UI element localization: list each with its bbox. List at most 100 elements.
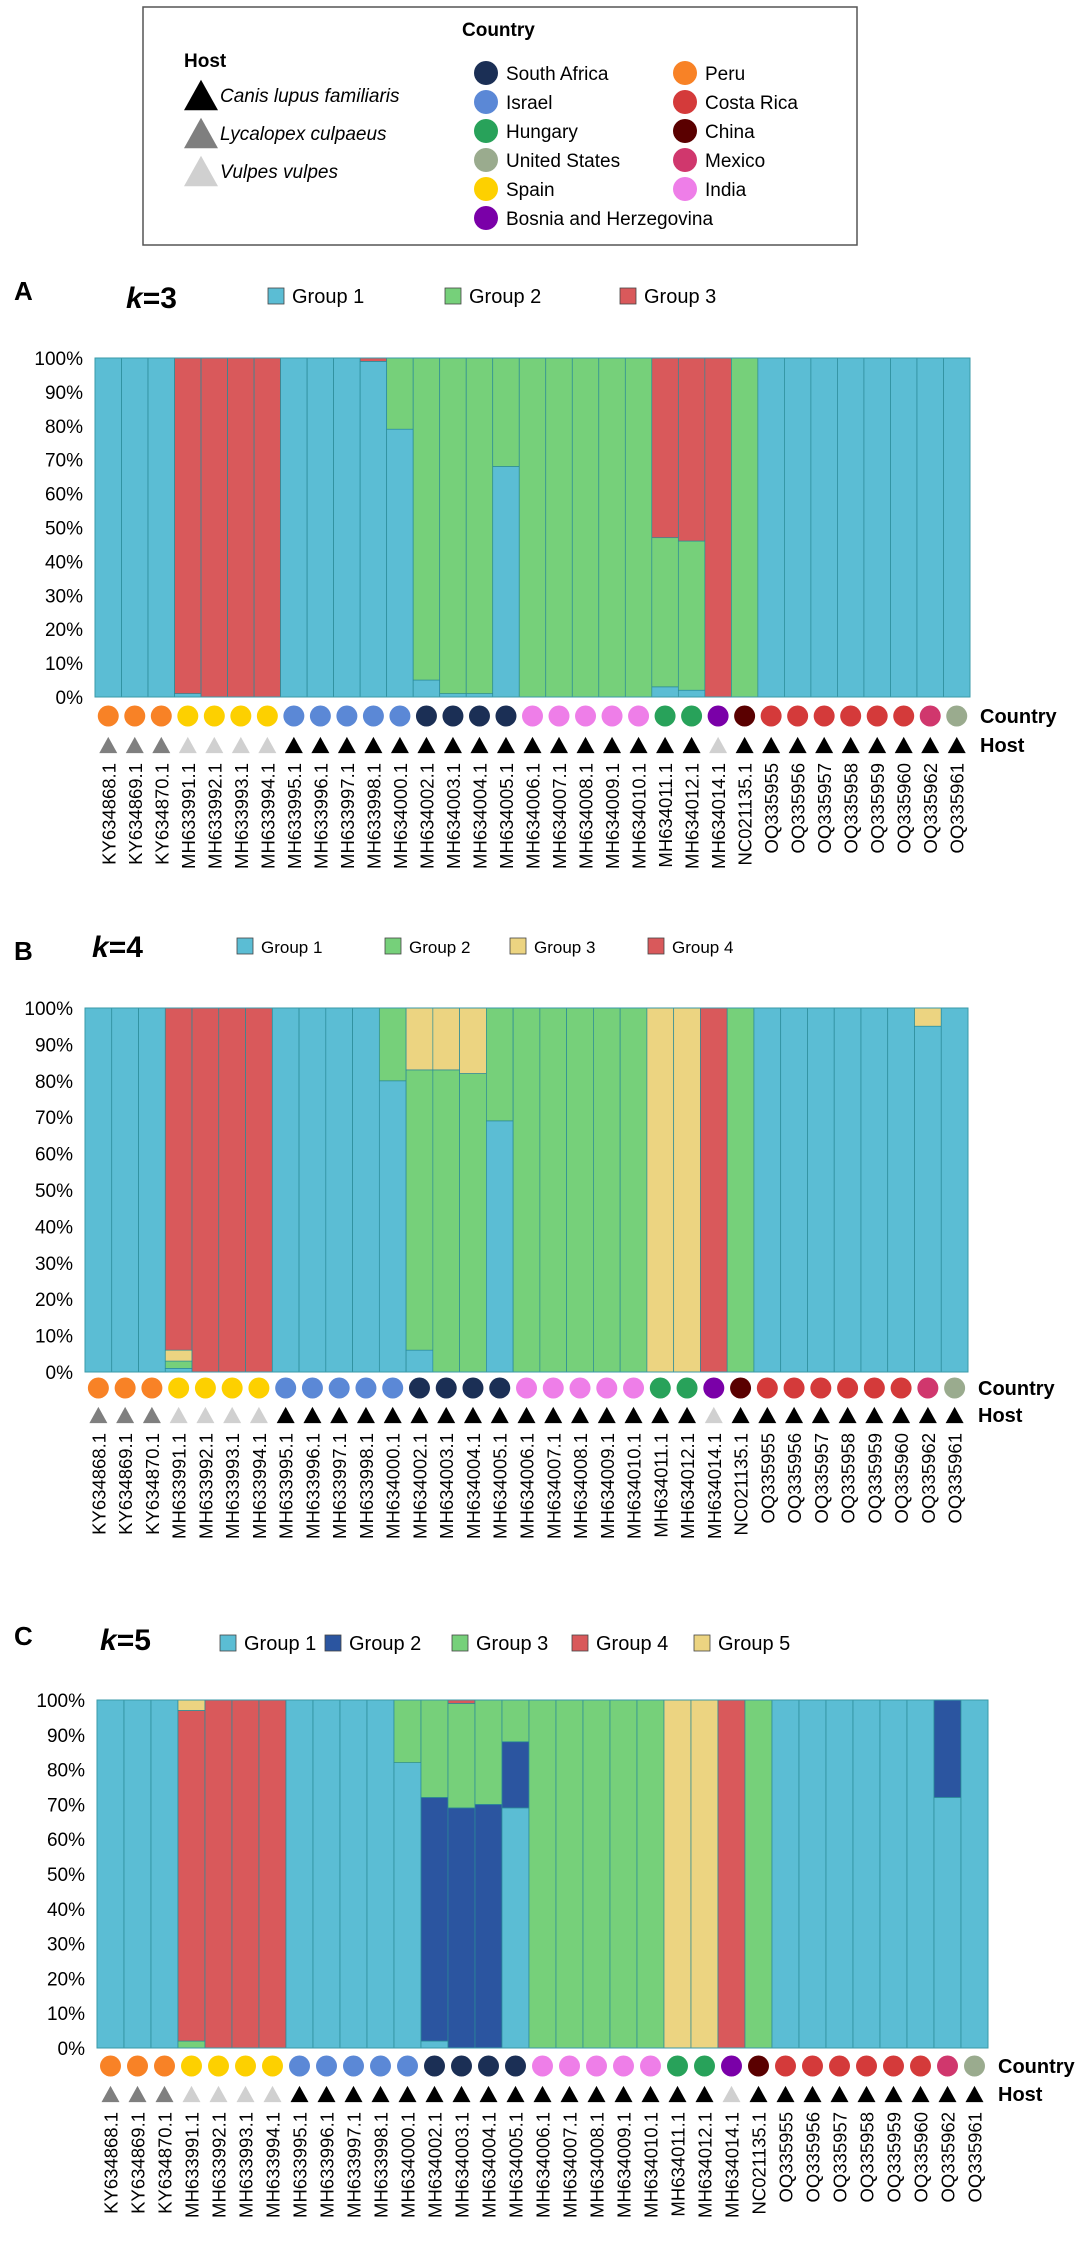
bar-segment [852, 1699, 881, 2049]
country-dot-icon [569, 1377, 591, 1399]
sample-label: MH634011.1 [650, 1433, 671, 1538]
host-triangle-icon [911, 2085, 930, 2103]
y-tick-label: 80% [45, 417, 83, 438]
bar-segment [366, 1699, 395, 2049]
sample-label: KY634870.1 [151, 763, 172, 865]
bar-segment [378, 1080, 407, 1373]
host-triangle-icon [496, 736, 515, 754]
bar-segment [333, 357, 361, 698]
country-dot-icon [910, 2055, 931, 2077]
group-legend-swatch [267, 287, 285, 305]
bar-segment [138, 1007, 166, 1373]
legend-country-label: China [705, 122, 755, 143]
row-label-host: Host [978, 1405, 1023, 1427]
host-triangle-icon [884, 2085, 903, 2103]
legend-country-label: Costa Rica [705, 93, 798, 114]
group-legend-label: Group 5 [718, 1633, 790, 1655]
sample-label: MH634006.1 [523, 763, 544, 869]
bar-segment [352, 1007, 380, 1373]
sample-label: MH633994.1 [249, 1433, 270, 1539]
sample-label: OQ335960 [911, 2112, 932, 2203]
host-triangle-icon [303, 1406, 322, 1424]
sample-label: MH633991.1 [182, 2112, 203, 2218]
bar-segment [84, 1007, 113, 1373]
panel-letter: C [14, 1621, 33, 1651]
bar-segment [94, 357, 122, 698]
bar-segment [432, 1007, 460, 1071]
host-triangle-icon [695, 2085, 714, 2103]
bar-segment [174, 693, 202, 698]
sample-label: MH633992.1 [204, 763, 225, 869]
host-triangle-icon [788, 736, 807, 754]
bar-segment [191, 1007, 220, 1373]
host-triangle-icon [196, 1406, 215, 1424]
country-dot-icon [127, 2055, 148, 2077]
sample-label: OQ335958 [857, 2112, 878, 2203]
host-triangle-icon [830, 2085, 849, 2103]
country-dot-icon [362, 705, 384, 727]
bar-segment [312, 1699, 341, 2049]
y-tick-label: 100% [34, 349, 83, 370]
country-dot-icon [681, 705, 703, 727]
country-dot-icon [256, 705, 278, 727]
bar-segment [439, 357, 467, 694]
bar-segment [753, 1007, 782, 1373]
bar-segment [420, 2040, 449, 2049]
bar-segment [412, 357, 441, 681]
bar-segment [465, 357, 494, 694]
country-dot-icon [628, 705, 650, 727]
y-tick-label: 50% [45, 519, 83, 540]
country-dot-icon [289, 2055, 310, 2077]
sample-label: KY634869.1 [128, 2112, 149, 2214]
sample-label: MH634011.1 [655, 763, 676, 868]
country-dot-icon [522, 705, 543, 727]
bar-segment [943, 357, 971, 698]
host-triangle-icon [629, 736, 648, 754]
host-triangle-icon [921, 736, 940, 754]
country-dot-icon [756, 1377, 778, 1399]
country-dot-icon [775, 2055, 796, 2077]
bar-segment [325, 1007, 353, 1373]
host-triangle-icon [576, 736, 595, 754]
bar-segment [890, 357, 918, 698]
legend-countries: South Africa Israel Hungary United States Sp… [474, 61, 798, 230]
plot-frame [96, 1699, 989, 2049]
bar-segment [555, 1699, 584, 2049]
bar-segment [906, 1699, 935, 2049]
host-triangle-icon [544, 1406, 563, 1424]
legend-host-triangle-icon [184, 117, 218, 149]
group-legend-swatch [509, 937, 527, 955]
y-tick-label: 70% [45, 451, 83, 472]
sample-label: MH634014.1 [708, 763, 729, 869]
sample-label: MH634002.1 [409, 1433, 430, 1539]
country-dot-icon [203, 705, 225, 727]
legend-country-dot-icon [474, 61, 498, 85]
country-dot-icon [141, 1377, 163, 1399]
country-dot-icon [613, 2055, 634, 2077]
host-triangle-icon [410, 1406, 429, 1424]
y-tick-label: 50% [35, 1181, 73, 1202]
country-dot-icon [730, 1377, 752, 1399]
country-dot-icon [944, 1377, 966, 1399]
host-triangle-icon [142, 1406, 161, 1424]
sample-label: MH633996.1 [317, 2112, 338, 2218]
sample-label: MH633996.1 [302, 1433, 323, 1539]
host-triangle-icon [894, 736, 913, 754]
group-legend-swatch [647, 937, 665, 955]
country-dot-icon [760, 705, 782, 727]
bar-segment [121, 357, 149, 698]
bar-segment [164, 1349, 193, 1362]
sample-label: KY634869.1 [115, 1433, 136, 1535]
country-dot-icon [829, 2055, 850, 2077]
sample-label: OQ335962 [918, 1433, 939, 1524]
sample-label: OQ335956 [784, 1433, 805, 1524]
group-legend-label: Group 2 [409, 938, 470, 957]
host-triangle-icon [89, 1406, 108, 1424]
host-triangle-icon [443, 736, 462, 754]
host-triangle-icon [815, 736, 834, 754]
y-tick-label: 90% [45, 383, 83, 404]
y-tick-label: 30% [35, 1254, 73, 1275]
host-triangle-icon [364, 736, 383, 754]
country-dot-icon [623, 1377, 645, 1399]
bar-segment [598, 357, 626, 698]
